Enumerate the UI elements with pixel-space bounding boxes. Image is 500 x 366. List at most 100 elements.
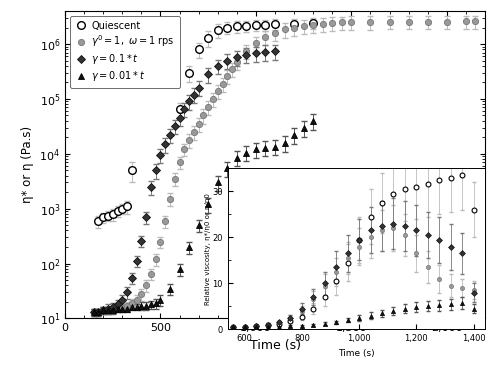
Legend: Quiescent, $\gamma^0=1,\ \omega=1$ rps, $\gamma=0.1*t$, $\gamma=0.01*t$: Quiescent, $\gamma^0=1,\ \omega=1$ rps, … (70, 16, 180, 88)
$\gamma=0.01*t$ (282, 141, 288, 145)
$\gamma^0=1,\ \omega=1$ rps (182, 147, 188, 152)
$\gamma=0.01*t$ (272, 145, 278, 149)
$\gamma^0=1,\ \omega=1$ rps (300, 23, 306, 28)
Line: Quiescent: Quiescent (94, 19, 317, 225)
$\gamma=0.01*t$ (300, 126, 306, 130)
$\gamma=0.01*t$ (262, 145, 268, 150)
$\gamma^0=1,\ \omega=1$ rps (330, 21, 336, 25)
$\gamma^0=1,\ \omega=1$ rps (339, 20, 345, 25)
$\gamma^0=1,\ \omega=1$ rps (234, 60, 240, 64)
$\gamma=0.01*t$ (176, 267, 182, 271)
Quiescent (224, 25, 230, 30)
Quiescent (124, 204, 130, 209)
$\gamma=0.01*t$ (105, 308, 111, 313)
$\gamma^0=1,\ \omega=1$ rps (229, 67, 235, 71)
$\gamma^0=1,\ \omega=1$ rps (114, 307, 120, 311)
$\gamma^0=1,\ \omega=1$ rps (282, 27, 288, 31)
$\gamma^0=1,\ \omega=1$ rps (210, 97, 216, 101)
$\gamma^0=1,\ \omega=1$ rps (310, 22, 316, 27)
$\gamma^0=1,\ \omega=1$ rps (472, 19, 478, 24)
$\gamma=0.1*t$ (244, 52, 250, 57)
$\gamma^0=1,\ \omega=1$ rps (124, 303, 130, 308)
$\gamma=0.1*t$ (162, 142, 168, 146)
$\gamma=0.1*t$ (110, 305, 116, 309)
$\gamma^0=1,\ \omega=1$ rps (134, 298, 140, 302)
Y-axis label: Relative viscosity, η*/η0 or η/η0: Relative viscosity, η*/η0 or η/η0 (204, 193, 210, 305)
$\gamma=0.01*t$ (234, 156, 240, 160)
$\gamma=0.01*t$ (114, 307, 120, 311)
$\gamma=0.1*t$ (138, 239, 144, 243)
$\gamma=0.01*t$ (224, 166, 230, 170)
$\gamma=0.01*t$ (134, 305, 140, 309)
$\gamma=0.1*t$ (120, 298, 126, 302)
$\gamma^0=1,\ \omega=1$ rps (424, 19, 430, 24)
$\gamma=0.01*t$ (244, 150, 250, 155)
$\gamma=0.1*t$ (176, 116, 182, 120)
$\gamma^0=1,\ \omega=1$ rps (224, 74, 230, 78)
$\gamma=0.01*t$ (253, 147, 259, 152)
$\gamma^0=1,\ \omega=1$ rps (100, 308, 106, 313)
$\gamma^0=1,\ \omega=1$ rps (120, 305, 126, 309)
$\gamma^0=1,\ \omega=1$ rps (196, 122, 202, 126)
Quiescent (214, 28, 220, 32)
$\gamma=0.1*t$ (100, 308, 106, 313)
$\gamma=0.1*t$ (262, 50, 268, 54)
$\gamma=0.01*t$ (96, 310, 102, 314)
$\gamma^0=1,\ \omega=1$ rps (320, 22, 326, 26)
$\gamma=0.01*t$ (110, 308, 116, 313)
$\gamma=0.1*t$ (158, 153, 164, 157)
$\gamma=0.1*t$ (253, 51, 259, 55)
Quiescent (176, 107, 182, 111)
$\gamma^0=1,\ \omega=1$ rps (162, 219, 168, 223)
$\gamma^0=1,\ \omega=1$ rps (272, 31, 278, 35)
$\gamma=0.1*t$ (224, 58, 230, 63)
$\gamma^0=1,\ \omega=1$ rps (205, 105, 211, 109)
Quiescent (186, 71, 192, 75)
$\gamma^0=1,\ \omega=1$ rps (200, 113, 206, 117)
$\gamma^0=1,\ \omega=1$ rps (244, 49, 250, 53)
$\gamma=0.1*t$ (134, 259, 140, 264)
$\gamma=0.1*t$ (182, 107, 188, 111)
$\gamma=0.1*t$ (272, 49, 278, 53)
$\gamma^0=1,\ \omega=1$ rps (186, 138, 192, 142)
$\gamma^0=1,\ \omega=1$ rps (191, 130, 197, 134)
$\gamma^0=1,\ \omega=1$ rps (386, 19, 392, 24)
$\gamma^0=1,\ \omega=1$ rps (158, 239, 164, 244)
Quiescent (105, 213, 111, 218)
Quiescent (272, 22, 278, 26)
$\gamma^0=1,\ \omega=1$ rps (214, 89, 220, 93)
$\gamma^0=1,\ \omega=1$ rps (105, 308, 111, 313)
Quiescent (120, 206, 126, 211)
$\gamma^0=1,\ \omega=1$ rps (176, 160, 182, 164)
$\gamma=0.1*t$ (148, 184, 154, 189)
Line: $\gamma=0.01*t$: $\gamma=0.01*t$ (90, 117, 316, 315)
$\gamma=0.01*t$ (90, 310, 96, 314)
$\gamma=0.01*t$ (129, 305, 135, 309)
$\gamma^0=1,\ \omega=1$ rps (96, 310, 102, 314)
$\gamma=0.01*t$ (167, 286, 173, 291)
$\gamma^0=1,\ \omega=1$ rps (368, 20, 374, 24)
$\gamma=0.1*t$ (152, 168, 158, 172)
Quiescent (96, 219, 102, 223)
$\gamma=0.1*t$ (172, 124, 178, 128)
Quiescent (291, 22, 297, 26)
Quiescent (100, 215, 106, 219)
$\gamma=0.1*t$ (214, 64, 220, 68)
Quiescent (196, 47, 202, 52)
$\gamma=0.1*t$ (186, 99, 192, 104)
Quiescent (129, 168, 135, 172)
$\gamma=0.01*t$ (124, 307, 130, 311)
$\gamma^0=1,\ \omega=1$ rps (463, 19, 469, 24)
$\gamma=0.01*t$ (148, 302, 154, 307)
Y-axis label: η* or η (Pa.s): η* or η (Pa.s) (21, 126, 34, 203)
$\gamma=0.01*t$ (291, 133, 297, 137)
$\gamma=0.01*t$ (214, 180, 220, 185)
X-axis label: Time (s): Time (s) (250, 339, 300, 352)
$\gamma^0=1,\ \omega=1$ rps (291, 25, 297, 30)
Line: $\gamma^0=1,\ \omega=1$ rps: $\gamma^0=1,\ \omega=1$ rps (90, 18, 478, 315)
$\gamma^0=1,\ \omega=1$ rps (148, 272, 154, 276)
Quiescent (253, 23, 259, 27)
$\gamma=0.01*t$ (100, 308, 106, 313)
$\gamma=0.01*t$ (196, 223, 202, 227)
$\gamma^0=1,\ \omega=1$ rps (406, 19, 411, 24)
